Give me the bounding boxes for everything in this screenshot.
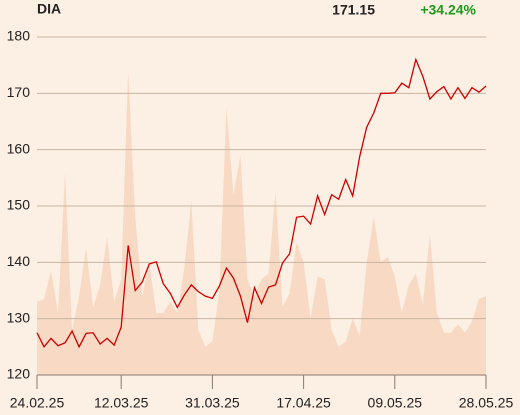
x-tick-label: 17.04.25 xyxy=(276,395,331,411)
x-tick-label: 24.02.25 xyxy=(10,395,65,411)
chart-title: DIA xyxy=(37,1,61,17)
change: +34.24% xyxy=(420,2,476,18)
x-tick-label: 09.05.25 xyxy=(368,395,423,411)
y-tick-label: 120 xyxy=(7,366,31,382)
price-line xyxy=(36,57,487,349)
y-tick-label: 130 xyxy=(7,309,31,325)
y-tick-label: 170 xyxy=(7,84,31,100)
x-tick-label: 12.03.25 xyxy=(94,395,149,411)
y-tick-label: 180 xyxy=(7,28,31,44)
x-tick-label: 31.03.25 xyxy=(185,395,240,411)
y-tick-label: 150 xyxy=(7,197,31,213)
last-price: 171.15 xyxy=(332,2,375,18)
volume-area xyxy=(37,70,486,376)
y-tick-label: 160 xyxy=(7,140,31,156)
x-tick-label: 28.05.25 xyxy=(459,395,514,411)
y-tick-label: 140 xyxy=(7,253,31,269)
